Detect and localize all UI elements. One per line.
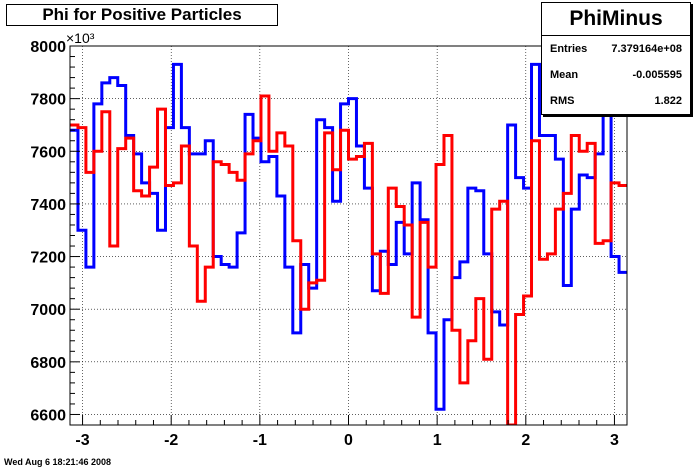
- x-tick-label: 1: [433, 432, 442, 449]
- chart-title-text: Phi for Positive Particles: [42, 5, 242, 24]
- stats-value: 7.379164e+08: [611, 43, 682, 55]
- x-tick-label: 2: [521, 432, 530, 449]
- x-tick-label: -3: [75, 432, 89, 449]
- y-tick-label: 7000: [30, 302, 66, 319]
- x-tick-label: 3: [610, 432, 619, 449]
- y-multiplier-label: ×10³: [66, 30, 95, 46]
- series-group: [70, 62, 627, 425]
- series-line-1: [70, 94, 627, 425]
- stats-value: -0.005595: [632, 69, 682, 81]
- y-axis: 6600 6800 7000 7200 7400 7600 7800 8000: [30, 39, 80, 426]
- y-tick-label: 7800: [30, 92, 66, 109]
- timestamp: Wed Aug 6 18:21:46 2008: [4, 457, 112, 467]
- stats-row-entries: Entries 7.379164e+08: [542, 36, 690, 62]
- x-tick-label: 0: [344, 432, 353, 449]
- x-tick-label: -2: [164, 432, 178, 449]
- y-tick-label: 8000: [30, 39, 66, 56]
- stats-box-title: PhiMinus: [542, 3, 690, 36]
- x-axis: -3 -2 -1 0 1 2 3: [75, 415, 619, 449]
- y-tick-label: 6800: [30, 355, 66, 372]
- series-line-0: [70, 62, 627, 411]
- chart-title: Phi for Positive Particles: [6, 4, 278, 26]
- stats-row-mean: Mean -0.005595: [542, 62, 690, 88]
- y-tick-label: 7200: [30, 250, 66, 267]
- stats-label: Mean: [550, 69, 579, 81]
- x-tick-label: -1: [253, 432, 267, 449]
- stats-row-rms: RMS 1.822: [542, 88, 690, 114]
- stats-value: 1.822: [654, 95, 682, 107]
- stats-box: PhiMinus Entries 7.379164e+08 Mean -0.00…: [541, 2, 691, 115]
- stats-label: RMS: [550, 95, 575, 107]
- y-tick-label: 7400: [30, 197, 66, 214]
- y-tick-label: 6600: [30, 407, 66, 424]
- y-tick-label: 7600: [30, 144, 66, 161]
- stats-label: Entries: [550, 43, 588, 55]
